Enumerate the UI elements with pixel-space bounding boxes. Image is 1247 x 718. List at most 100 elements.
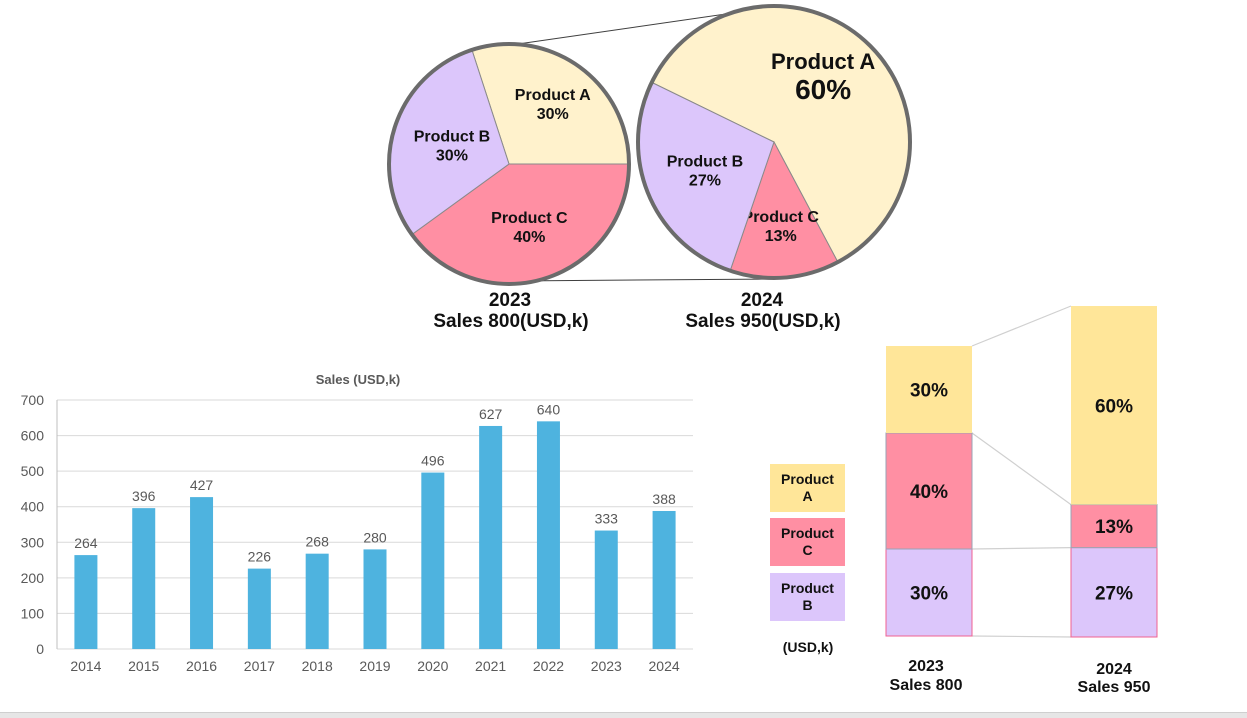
stack-connector-2 (971, 432, 1072, 506)
y-tick-label: 500 (21, 463, 45, 479)
x-tick-label: 2014 (70, 658, 101, 674)
pie-2023-label-product-c: Product C (491, 210, 568, 227)
stack-unit-label: (USD,k) (783, 639, 834, 655)
stack-2023-segment-product-b (885, 548, 973, 637)
x-tick-label: 2018 (302, 658, 333, 674)
y-tick-label: 100 (21, 605, 45, 621)
pie-2023-sales: Sales 800(USD,k) (433, 311, 588, 332)
stack-bars: 30% 40% 30% 27% 13% 60% (885, 306, 1158, 638)
y-tick-label: 300 (21, 534, 45, 550)
bar-value-label: 427 (190, 477, 214, 493)
pie-2024-label-product-c: Product C (743, 209, 820, 226)
stack-2024-segment-product-b (1070, 547, 1158, 638)
x-tick-label: 2015 (128, 658, 159, 674)
legend-swatch-product-c (770, 518, 845, 566)
pie-2024-value-product-b: 27% (689, 173, 721, 190)
pie-2024-value-product-c: 13% (765, 228, 797, 245)
pie-2023: Product A 30% Product C 40% Product B 30% (387, 42, 631, 286)
stack-2023-segment-product-c (885, 432, 973, 550)
legend-label-product-c: Product (781, 525, 834, 541)
pie-2023-value-product-c: 40% (513, 229, 545, 246)
stack-connector-0 (971, 635, 1072, 638)
pie-2023-value-product-b: 30% (436, 147, 468, 164)
x-tick-label: 2017 (244, 658, 275, 674)
stack-connector-1 (971, 547, 1072, 550)
legend-letter-product-a: A (802, 488, 812, 504)
y-tick-label: 200 (21, 570, 45, 586)
stack-2023-segment-product-a (886, 346, 972, 433)
x-tick-label: 2021 (475, 658, 506, 674)
bar-2021 (479, 425, 503, 649)
legend-label-product-b: Product (781, 580, 834, 596)
bar-2018 (305, 553, 329, 649)
bar-value-label: 264 (74, 535, 98, 551)
bar-value-label: 333 (595, 511, 619, 527)
stack-2024-value-product-c: 13% (1095, 517, 1133, 538)
bar-2015 (132, 508, 156, 649)
y-tick-label: 400 (21, 499, 45, 515)
y-tick-label: 700 (21, 392, 45, 408)
legend-letter-product-c: C (802, 542, 812, 558)
bar-value-label: 627 (479, 406, 503, 422)
x-tick-label: 2024 (649, 658, 680, 674)
stack-2023-sales: Sales 800 (890, 677, 963, 694)
legend-swatch-product-b (770, 573, 845, 621)
pie-2023-label-product-a: Product A (515, 87, 591, 104)
x-tick-label: 2023 (591, 658, 622, 674)
stack-2024-value-product-b: 27% (1095, 583, 1133, 604)
bar-2020 (421, 472, 445, 649)
bar-value-label: 226 (248, 549, 272, 565)
legend-label-product-a: Product (781, 471, 834, 487)
stack-2023-value-product-b: 30% (910, 584, 948, 605)
bar-2017 (247, 568, 271, 649)
bar-2023 (594, 530, 618, 649)
y-tick-label: 0 (36, 641, 44, 657)
pie-2024-label-product-b: Product B (667, 154, 743, 171)
pie-2024-rim (636, 4, 912, 280)
bar-value-label: 396 (132, 488, 156, 504)
stacked-share-chart: 30%40%30%27%13%60% ProductAProductCProdu… (770, 305, 1158, 696)
bar-chart-bars (74, 421, 676, 649)
bar-2014 (74, 555, 98, 649)
pie-2023-year: 2023 (489, 290, 531, 311)
pie-connector-bottom (511, 278, 775, 282)
stack-2023-value-product-a: 30% (910, 381, 948, 402)
pie-2024: Product A60% Product C 13% Product B 27% (636, 4, 912, 280)
pie-2024-year: 2024 (741, 290, 784, 311)
pie-2024-sales: Sales 950(USD,k) (685, 311, 840, 332)
stack-2024-segment-product-a (1071, 306, 1157, 505)
pie-2023-value-product-a: 30% (537, 106, 569, 123)
pie-2023-rim (387, 42, 631, 286)
legend-letter-product-b: B (802, 597, 812, 613)
pie-comparison: Product A 30% Product C 40% Product B 30% Pro… (387, 4, 912, 332)
bar-value-label: 388 (652, 491, 676, 507)
x-tick-label: 2022 (533, 658, 564, 674)
bar-value-label: 280 (363, 529, 387, 545)
bar-2024 (652, 510, 676, 649)
stack-2024-sales: Sales 950 (1078, 679, 1151, 696)
stack-connector-3 (971, 305, 1072, 347)
stack-2023-year: 2023 (908, 658, 944, 675)
bar-value-label: 268 (306, 534, 330, 550)
legend-swatch-product-a (770, 464, 845, 512)
bar-value-label: 496 (421, 453, 445, 469)
y-tick-label: 600 (21, 428, 45, 444)
window-bottom-edge (0, 712, 1247, 718)
bar-chart-data-labels: 264 396 427 226 268 280 496 627 640 333 388 (74, 401, 676, 564)
stack-2024-year: 2024 (1096, 661, 1132, 678)
stack-2023-value-product-c: 40% (910, 482, 948, 503)
stack-connectors (971, 305, 1072, 638)
sales-bar-chart: Sales (USD,k) 0 100 200 300 400 500 600 700 264… (21, 372, 693, 674)
x-tick-label: 2020 (417, 658, 448, 674)
pie-2024-value-product-a: 60% (795, 74, 851, 105)
x-tick-label: 2016 (186, 658, 217, 674)
bar-value-label: 640 (537, 401, 561, 417)
pie-2024-label-product-a: Product A (771, 49, 875, 74)
bar-chart-title: Sales (USD,k) (316, 372, 401, 387)
bar-chart-y-axis: 0 100 200 300 400 500 600 700 (21, 392, 45, 657)
bar-2022 (536, 421, 560, 649)
bar-chart-x-axis: 2014 2015 2016 2017 2018 2019 2020 2021 2022 2023… (70, 658, 680, 674)
